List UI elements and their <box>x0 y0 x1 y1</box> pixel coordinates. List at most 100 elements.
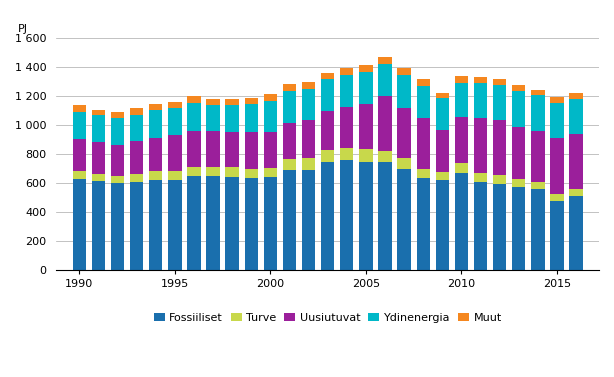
Bar <box>531 95 545 130</box>
Bar <box>340 75 354 107</box>
Bar <box>340 161 354 270</box>
Bar <box>397 108 411 158</box>
Bar <box>359 65 373 72</box>
Bar <box>225 105 239 132</box>
Bar <box>111 183 124 270</box>
Bar <box>244 178 258 270</box>
Bar <box>72 105 86 112</box>
Bar <box>321 162 335 270</box>
Bar <box>263 169 277 177</box>
Bar <box>569 134 583 189</box>
Bar <box>72 179 86 270</box>
Bar <box>531 182 545 189</box>
Bar <box>130 173 143 182</box>
Bar <box>263 177 277 270</box>
Bar <box>321 79 335 111</box>
Bar <box>149 104 162 110</box>
Bar <box>416 86 430 118</box>
Bar <box>321 73 335 79</box>
Bar <box>493 184 507 270</box>
Bar <box>187 176 201 270</box>
Bar <box>91 181 105 270</box>
Bar <box>283 123 296 159</box>
Bar <box>302 82 315 89</box>
Bar <box>569 99 583 134</box>
Bar <box>531 130 545 182</box>
Bar <box>263 132 277 169</box>
Legend: Fossiiliset, Turve, Uusiutuvat, Ydinenergia, Muut: Fossiiliset, Turve, Uusiutuvat, Ydinener… <box>149 308 507 328</box>
Bar <box>111 144 124 176</box>
Bar <box>187 167 201 176</box>
Bar <box>416 178 430 270</box>
Bar <box>455 117 468 162</box>
Bar <box>206 98 220 105</box>
Bar <box>397 68 411 75</box>
Bar <box>225 132 239 167</box>
Bar <box>283 170 296 270</box>
Bar <box>550 201 564 270</box>
Bar <box>72 139 86 171</box>
Bar <box>493 85 507 120</box>
Bar <box>493 79 507 85</box>
Bar <box>111 176 124 183</box>
Bar <box>569 93 583 99</box>
Bar <box>550 97 564 103</box>
Bar <box>512 92 526 127</box>
Bar <box>302 89 315 120</box>
Bar <box>531 189 545 270</box>
Bar <box>435 98 449 130</box>
Bar <box>244 98 258 104</box>
Bar <box>91 115 105 142</box>
Bar <box>91 142 105 174</box>
Bar <box>168 109 182 135</box>
Bar <box>416 118 430 169</box>
Bar <box>512 127 526 179</box>
Bar <box>111 112 124 118</box>
Bar <box>225 99 239 105</box>
Bar <box>550 103 564 138</box>
Bar <box>225 167 239 177</box>
Bar <box>206 176 220 270</box>
Bar <box>111 118 124 144</box>
Bar <box>359 72 373 104</box>
Bar <box>512 187 526 270</box>
Bar <box>206 167 220 176</box>
Bar <box>130 108 143 115</box>
Bar <box>302 158 315 170</box>
Bar <box>455 173 468 270</box>
Bar <box>130 182 143 270</box>
Bar <box>283 91 296 123</box>
Bar <box>531 90 545 95</box>
Bar <box>149 171 162 180</box>
Bar <box>416 169 430 178</box>
Bar <box>168 180 182 270</box>
Bar <box>550 138 564 194</box>
Bar <box>474 118 488 173</box>
Bar <box>397 158 411 169</box>
Bar <box>263 101 277 132</box>
Bar <box>168 135 182 171</box>
Bar <box>283 159 296 170</box>
Bar <box>302 170 315 270</box>
Bar <box>378 64 392 96</box>
Bar <box>474 173 488 182</box>
Bar <box>149 180 162 270</box>
Bar <box>91 110 105 115</box>
Bar <box>72 171 86 179</box>
Bar <box>569 189 583 196</box>
Bar <box>321 150 335 162</box>
Bar <box>206 105 220 131</box>
Bar <box>569 196 583 270</box>
Bar <box>130 115 143 141</box>
Bar <box>474 182 488 270</box>
Bar <box>187 103 201 130</box>
Bar <box>340 107 354 148</box>
Bar <box>378 150 392 162</box>
Bar <box>512 85 526 92</box>
Bar <box>168 102 182 109</box>
Bar <box>149 138 162 171</box>
Bar <box>187 96 201 103</box>
Bar <box>493 175 507 184</box>
Bar <box>130 141 143 173</box>
Bar <box>283 84 296 91</box>
